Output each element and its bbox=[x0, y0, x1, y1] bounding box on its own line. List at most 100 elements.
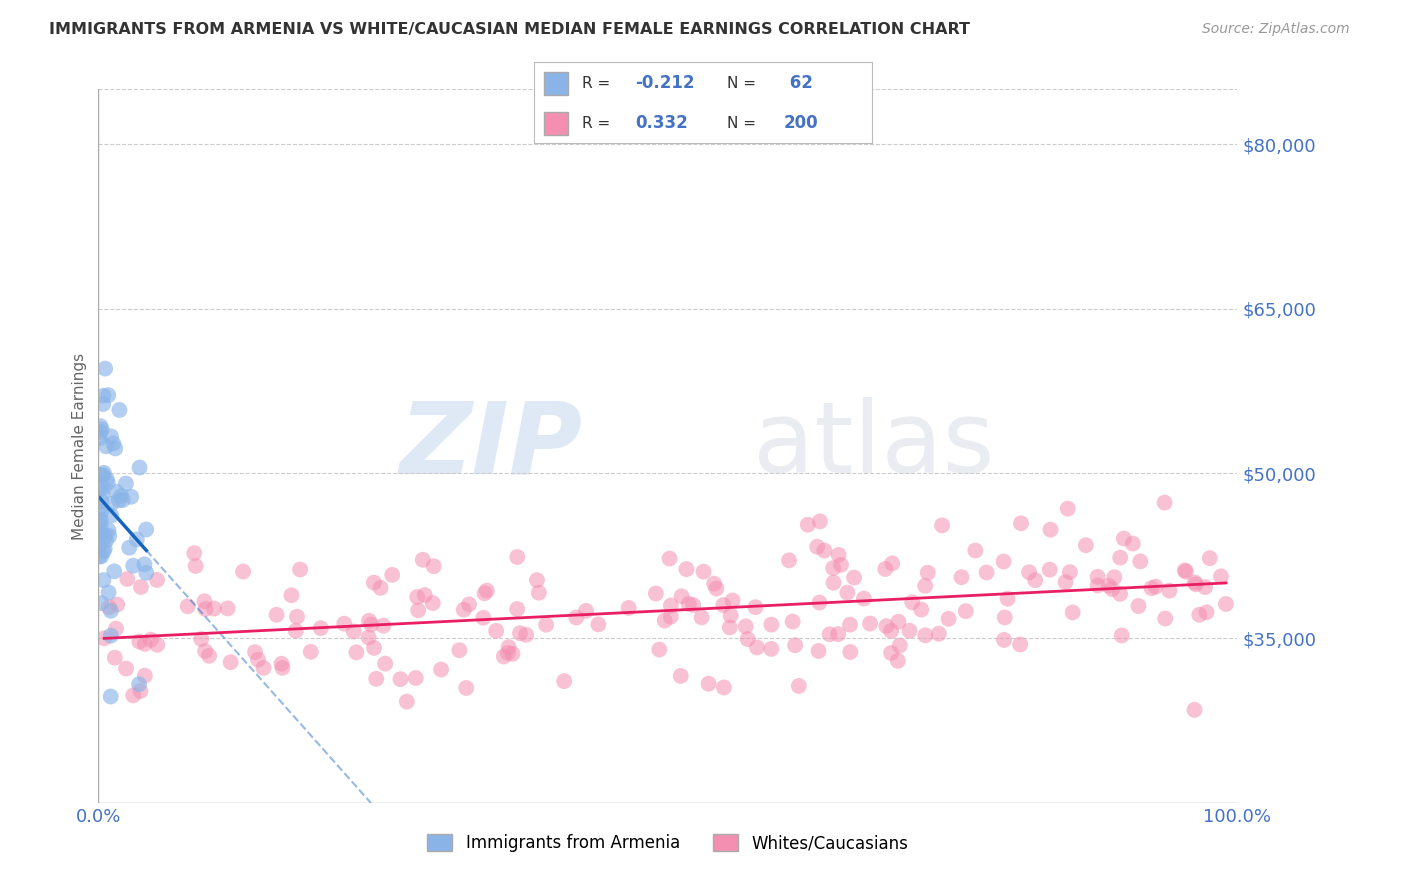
Point bbox=[118, 541, 141, 555]
Point bbox=[1101, 582, 1123, 596]
Text: 200: 200 bbox=[785, 114, 818, 132]
Point bbox=[1059, 565, 1081, 579]
Point bbox=[90, 518, 112, 533]
Point bbox=[456, 681, 478, 695]
Point bbox=[875, 619, 897, 633]
Point bbox=[852, 591, 875, 606]
Point bbox=[1010, 516, 1032, 531]
Point bbox=[1122, 536, 1144, 550]
Point bbox=[252, 661, 274, 675]
Point bbox=[692, 565, 714, 579]
Point bbox=[266, 607, 288, 622]
Point bbox=[299, 645, 322, 659]
Point bbox=[797, 517, 820, 532]
Point bbox=[1062, 606, 1084, 620]
Point bbox=[100, 629, 122, 643]
Point bbox=[1215, 597, 1237, 611]
FancyBboxPatch shape bbox=[544, 112, 568, 135]
Point bbox=[217, 601, 239, 615]
Point bbox=[1184, 575, 1206, 590]
Point bbox=[997, 591, 1019, 606]
Point bbox=[928, 626, 950, 640]
Point bbox=[502, 647, 524, 661]
Point bbox=[1174, 565, 1197, 579]
Point bbox=[115, 662, 138, 676]
Point bbox=[381, 567, 404, 582]
Point bbox=[690, 610, 713, 624]
Point bbox=[284, 624, 307, 638]
Point bbox=[129, 580, 152, 594]
Point bbox=[90, 525, 112, 540]
Point bbox=[830, 558, 852, 572]
Point bbox=[389, 672, 412, 686]
Point bbox=[97, 600, 120, 615]
Point bbox=[783, 638, 806, 652]
Point bbox=[115, 476, 138, 491]
Point bbox=[837, 585, 859, 599]
Point bbox=[706, 582, 728, 596]
Point bbox=[105, 622, 128, 636]
Point bbox=[1129, 554, 1152, 568]
Point bbox=[309, 621, 332, 635]
Point bbox=[1024, 573, 1046, 587]
Point bbox=[100, 508, 122, 523]
Point bbox=[129, 684, 152, 698]
Point bbox=[823, 575, 845, 590]
Point bbox=[94, 529, 117, 543]
Point bbox=[721, 593, 744, 607]
Point bbox=[1018, 566, 1040, 580]
Point bbox=[1185, 577, 1208, 591]
Point bbox=[671, 589, 693, 603]
Point bbox=[808, 596, 831, 610]
Point bbox=[90, 505, 112, 519]
Point bbox=[93, 544, 115, 558]
Point bbox=[89, 549, 111, 564]
Point bbox=[453, 603, 475, 617]
Point bbox=[889, 639, 911, 653]
Y-axis label: Median Female Earnings: Median Female Earnings bbox=[72, 352, 87, 540]
Point bbox=[475, 583, 498, 598]
Point bbox=[474, 586, 496, 600]
Point bbox=[270, 657, 292, 671]
Point bbox=[565, 610, 588, 624]
Point bbox=[553, 674, 575, 689]
Point bbox=[1209, 569, 1232, 583]
Point bbox=[184, 559, 207, 574]
Point bbox=[232, 565, 254, 579]
Text: 62: 62 bbox=[785, 74, 813, 92]
Text: atlas: atlas bbox=[754, 398, 995, 494]
Point bbox=[1159, 583, 1181, 598]
Point bbox=[993, 555, 1015, 569]
Point bbox=[827, 627, 849, 641]
Point bbox=[395, 695, 418, 709]
Point bbox=[807, 644, 830, 658]
Text: IMMIGRANTS FROM ARMENIA VS WHITE/CAUCASIAN MEDIAN FEMALE EARNINGS CORRELATION CH: IMMIGRANTS FROM ARMENIA VS WHITE/CAUCASI… bbox=[49, 22, 970, 37]
Point bbox=[134, 558, 156, 572]
Point bbox=[1195, 605, 1218, 619]
Point bbox=[177, 599, 200, 614]
Point bbox=[1144, 580, 1167, 594]
Point bbox=[91, 481, 114, 495]
Point bbox=[509, 626, 531, 640]
Point bbox=[89, 425, 111, 439]
Point bbox=[808, 515, 831, 529]
Point bbox=[93, 632, 115, 646]
Point bbox=[713, 681, 735, 695]
Point bbox=[423, 559, 446, 574]
Point bbox=[370, 581, 392, 595]
Point bbox=[105, 484, 128, 499]
Text: N =: N = bbox=[727, 76, 761, 91]
Point bbox=[993, 632, 1015, 647]
Point bbox=[104, 650, 127, 665]
Point bbox=[146, 573, 169, 587]
Text: 0.332: 0.332 bbox=[636, 114, 689, 132]
Point bbox=[357, 614, 380, 628]
Point bbox=[1056, 501, 1078, 516]
Point bbox=[744, 600, 766, 615]
Point bbox=[994, 610, 1017, 624]
Legend: Immigrants from Armenia, Whites/Caucasians: Immigrants from Armenia, Whites/Caucasia… bbox=[420, 827, 915, 859]
Point bbox=[1174, 563, 1197, 577]
Point bbox=[122, 558, 145, 573]
Point bbox=[842, 570, 865, 584]
Point bbox=[703, 576, 725, 591]
